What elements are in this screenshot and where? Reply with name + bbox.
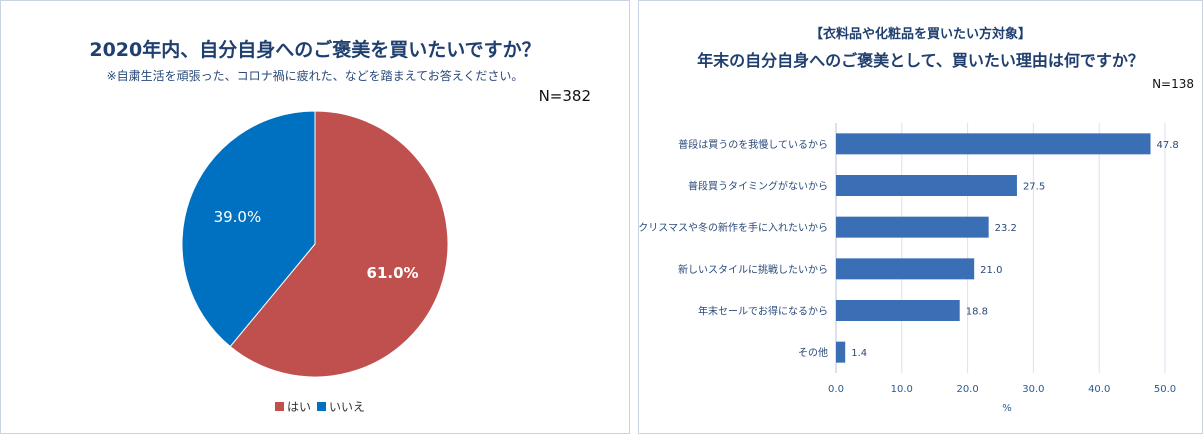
category-label-4: 年末セールでお得になるから bbox=[698, 305, 828, 318]
category-label-1: 普段買うタイミングがないから bbox=[688, 180, 828, 193]
category-label-2: クリスマスや冬の新作を手に入れたいから bbox=[639, 221, 828, 234]
bar-value-label-1: 27.5 bbox=[1023, 182, 1045, 193]
bar-chart-panel: 【衣料品や化粧品を買いたい方対象】 年末の自分自身へのご褒美として、買いたい理由… bbox=[638, 0, 1203, 434]
bar-5 bbox=[836, 341, 846, 363]
bar-chart: 0.0 10.0 20.0 30.0 40.0 50.0% 普段は買うのを我慢しているから 4… bbox=[639, 123, 1179, 414]
category-label-0: 普段は買うのを我慢しているから bbox=[678, 138, 828, 151]
bar-2 bbox=[836, 216, 989, 238]
bar-value-label-0: 47.8 bbox=[1157, 140, 1179, 151]
bar-value-label-5: 1.4 bbox=[851, 348, 867, 359]
bar-chart-title: 年末の自分自身へのご褒美として、買いたい理由は何ですか？ bbox=[697, 51, 1144, 70]
bar-value-label-2: 23.2 bbox=[995, 223, 1017, 234]
x-tick-label-1: 10.0 bbox=[891, 384, 913, 395]
legend-swatch-1 bbox=[317, 402, 326, 411]
category-label-3: 新しいスタイルに挑戦したいから bbox=[678, 263, 828, 276]
bar-4 bbox=[836, 300, 960, 321]
bar-value-label-3: 21.0 bbox=[980, 265, 1002, 276]
pie-sample-size: N=382 bbox=[538, 87, 591, 105]
x-tick-label-5: 50.0 bbox=[1154, 384, 1176, 395]
pie-slice-0 bbox=[229, 110, 449, 378]
category-label-5: その他 bbox=[798, 346, 828, 359]
bar-1 bbox=[836, 175, 1017, 196]
x-tick-label-0: 0.0 bbox=[828, 384, 844, 395]
pie-chart-title: 2020年内、自分自身へのご褒美を買いたいですか？ bbox=[89, 39, 541, 61]
pie-slice-label-0: 61.0% bbox=[367, 264, 419, 282]
pie-slice-label-1: 39.0% bbox=[214, 208, 262, 226]
pie-slice-1 bbox=[181, 110, 316, 348]
bar-value-label-4: 18.8 bbox=[966, 307, 988, 318]
pie-chart-subtitle: ※自粛生活を頑張った、コロナ禍に疲れた、などを踏まえてお答えください。 bbox=[106, 69, 524, 83]
x-tick-label-3: 30.0 bbox=[1022, 384, 1044, 395]
legend-label-1: いいえ bbox=[329, 400, 365, 414]
bar-sample-size: N=138 bbox=[1152, 77, 1194, 91]
legend-swatch-0 bbox=[275, 402, 284, 411]
x-tick-label-2: 20.0 bbox=[956, 384, 978, 395]
x-tick-label-4: 40.0 bbox=[1088, 384, 1110, 395]
bar-0 bbox=[836, 133, 1151, 155]
bar-chart-target: 【衣料品や化粧品を買いたい方対象】 bbox=[809, 27, 1031, 42]
bar-3 bbox=[836, 258, 975, 280]
legend-label-0: はい bbox=[287, 400, 311, 414]
x-axis-label: % bbox=[1002, 403, 1012, 414]
pie-chart: 61.0% 39.0% はい いいえ bbox=[181, 110, 449, 414]
pie-chart-panel: 2020年内、自分自身へのご褒美を買いたいですか？ ※自粛生活を頑張った、コロナ… bbox=[0, 0, 630, 434]
